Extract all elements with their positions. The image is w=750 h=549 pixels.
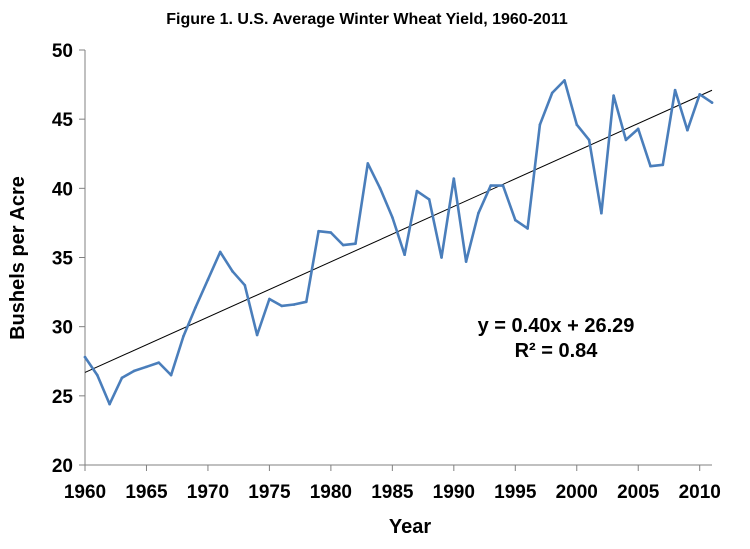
x-tick-label: 2000 bbox=[556, 482, 598, 503]
data-point bbox=[415, 189, 419, 193]
x-tick-label: 2010 bbox=[679, 482, 721, 503]
data-point bbox=[169, 373, 173, 377]
data-point bbox=[636, 127, 640, 131]
data-point bbox=[292, 303, 296, 306]
chart-title: Figure 1. U.S. Average Winter Wheat Yiel… bbox=[166, 11, 568, 28]
y-tick-label: 20 bbox=[52, 456, 73, 477]
y-tick-label: 30 bbox=[52, 318, 73, 339]
data-point bbox=[182, 335, 185, 338]
y-tick-label: 40 bbox=[52, 179, 73, 200]
data-point bbox=[95, 373, 99, 377]
x-tick-label: 1970 bbox=[187, 482, 229, 503]
data-point bbox=[612, 94, 615, 97]
data-point bbox=[231, 270, 234, 273]
y-tick-label: 50 bbox=[52, 41, 73, 62]
data-point bbox=[649, 164, 652, 168]
trendline-r-squared: R² = 0.84 bbox=[515, 340, 599, 362]
y-tick-label: 35 bbox=[52, 249, 74, 270]
chart-marks: 20 25 30 35 40 45 50 1960 1965 1970 1975 1980 1985 19… bbox=[52, 41, 721, 503]
data-point bbox=[145, 365, 148, 369]
data-point bbox=[513, 218, 517, 222]
data-point bbox=[686, 128, 689, 132]
x-tick-label: 1975 bbox=[248, 482, 291, 503]
data-point bbox=[194, 306, 197, 309]
data-point bbox=[427, 198, 431, 201]
data-point bbox=[255, 333, 259, 337]
data-point bbox=[464, 260, 468, 263]
x-tick-label: 1995 bbox=[494, 482, 537, 503]
data-point bbox=[378, 187, 382, 190]
x-tick-label: 1965 bbox=[125, 482, 168, 503]
y-tick-label: 25 bbox=[52, 387, 74, 408]
data-point bbox=[280, 304, 284, 308]
trendline bbox=[84, 89, 713, 373]
data-point bbox=[563, 79, 566, 82]
data-point bbox=[354, 242, 357, 245]
data-point bbox=[673, 88, 677, 92]
x-tick-label: 1990 bbox=[433, 482, 475, 503]
data-point bbox=[624, 138, 628, 142]
data-point bbox=[83, 355, 87, 359]
y-tick-label: 45 bbox=[52, 110, 74, 131]
data-point bbox=[218, 250, 222, 254]
data-point bbox=[157, 361, 161, 364]
y-axis-label: Bushels per Acre bbox=[7, 176, 29, 340]
data-point bbox=[575, 123, 579, 126]
data-point bbox=[206, 278, 210, 281]
data-point bbox=[489, 184, 493, 187]
trendline-equation: y = 0.40x + 26.29 bbox=[478, 315, 635, 337]
data-point bbox=[132, 369, 136, 373]
x-tick-label: 1960 bbox=[64, 482, 106, 503]
data-point bbox=[108, 402, 111, 406]
data-point bbox=[366, 162, 370, 165]
data-point bbox=[243, 283, 247, 287]
x-tick-label: 1985 bbox=[371, 482, 414, 503]
data-point bbox=[477, 211, 480, 215]
x-axis-label: Year bbox=[389, 516, 431, 538]
data-point bbox=[403, 253, 406, 257]
data-point bbox=[120, 376, 124, 380]
data-point bbox=[268, 297, 271, 301]
data-point bbox=[329, 231, 333, 234]
data-point bbox=[600, 211, 603, 215]
data-point bbox=[440, 256, 443, 259]
data-point bbox=[501, 184, 505, 187]
data-point bbox=[304, 300, 308, 304]
data-point bbox=[661, 163, 665, 167]
x-tick-label: 2005 bbox=[617, 482, 660, 503]
data-point bbox=[698, 92, 702, 96]
x-tick-label: 1980 bbox=[310, 482, 352, 503]
data-point bbox=[550, 91, 554, 95]
data-point bbox=[452, 177, 456, 180]
data-point bbox=[317, 229, 320, 233]
data-point bbox=[526, 227, 529, 230]
data-point bbox=[341, 243, 345, 247]
data-point bbox=[538, 123, 542, 126]
data-point bbox=[587, 138, 591, 142]
data-point bbox=[710, 101, 714, 104]
data-point bbox=[391, 216, 394, 219]
series-line-yield bbox=[83, 79, 714, 406]
